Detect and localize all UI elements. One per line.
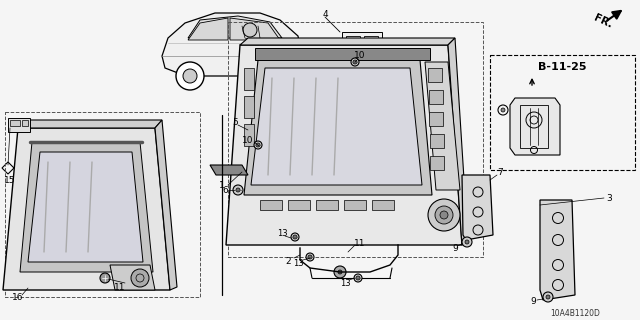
Circle shape: [233, 185, 243, 195]
Circle shape: [435, 206, 453, 224]
Text: 16: 16: [12, 293, 24, 302]
Polygon shape: [20, 142, 153, 272]
Polygon shape: [162, 13, 302, 76]
Circle shape: [256, 143, 260, 147]
Circle shape: [428, 199, 460, 231]
Bar: [8, 118, 30, 132]
Polygon shape: [210, 165, 248, 175]
Polygon shape: [510, 98, 560, 155]
Polygon shape: [448, 38, 468, 245]
Circle shape: [462, 237, 472, 247]
Circle shape: [543, 292, 553, 302]
Polygon shape: [230, 18, 280, 40]
Bar: [346, 36, 360, 56]
Circle shape: [354, 274, 362, 282]
Polygon shape: [3, 128, 170, 290]
Circle shape: [243, 23, 257, 37]
Bar: [429, 112, 443, 126]
Polygon shape: [18, 120, 162, 128]
Circle shape: [356, 276, 360, 280]
Polygon shape: [188, 18, 228, 40]
Bar: [10, 120, 20, 126]
Bar: [22, 120, 28, 126]
Text: 5: 5: [232, 117, 238, 126]
Bar: [288, 200, 310, 210]
Circle shape: [465, 240, 469, 244]
Bar: [344, 200, 366, 210]
Polygon shape: [28, 152, 143, 262]
Circle shape: [353, 60, 357, 64]
Text: B-11-25: B-11-25: [538, 62, 586, 72]
Bar: [364, 36, 378, 56]
Circle shape: [258, 62, 286, 90]
Text: 13: 13: [340, 278, 350, 287]
Bar: [430, 156, 444, 170]
Circle shape: [334, 266, 346, 278]
Text: 3: 3: [606, 194, 612, 203]
Text: 2: 2: [285, 258, 291, 267]
Circle shape: [501, 108, 505, 112]
Bar: [490, 55, 635, 170]
Circle shape: [293, 235, 297, 239]
Text: 7: 7: [497, 167, 503, 177]
Circle shape: [265, 69, 279, 83]
Circle shape: [351, 58, 359, 66]
Bar: [316, 200, 338, 210]
Text: 10: 10: [355, 51, 365, 60]
Bar: [260, 200, 282, 210]
Polygon shape: [226, 45, 462, 245]
Circle shape: [176, 62, 204, 90]
Polygon shape: [188, 16, 282, 38]
Bar: [244, 124, 254, 146]
Circle shape: [236, 188, 240, 192]
Bar: [255, 48, 430, 60]
Text: 11: 11: [355, 238, 365, 247]
Polygon shape: [110, 265, 155, 290]
Circle shape: [306, 253, 314, 261]
Polygon shape: [155, 120, 177, 290]
Bar: [244, 96, 254, 118]
Circle shape: [338, 270, 342, 274]
Text: 9: 9: [452, 244, 458, 252]
Bar: [429, 134, 444, 148]
Bar: [5, 112, 200, 297]
Text: 1: 1: [219, 180, 225, 189]
Circle shape: [183, 69, 197, 83]
Bar: [428, 68, 442, 82]
Polygon shape: [540, 200, 575, 300]
Text: 10A4B1120D: 10A4B1120D: [550, 308, 600, 317]
Bar: [228, 22, 483, 257]
Bar: [372, 200, 394, 210]
Polygon shape: [462, 175, 493, 240]
Circle shape: [440, 211, 448, 219]
Circle shape: [131, 269, 149, 287]
Text: 13: 13: [292, 259, 303, 268]
Circle shape: [254, 141, 262, 149]
Text: 6: 6: [222, 186, 228, 195]
Bar: [342, 32, 382, 60]
Polygon shape: [425, 62, 460, 190]
Polygon shape: [244, 60, 432, 195]
Text: 9: 9: [530, 298, 536, 307]
Bar: [429, 90, 442, 104]
Text: 4: 4: [322, 10, 328, 19]
Text: 11: 11: [115, 283, 125, 292]
Circle shape: [100, 273, 110, 283]
Circle shape: [308, 255, 312, 259]
Text: 13: 13: [276, 228, 287, 237]
Text: 10: 10: [243, 135, 253, 145]
Polygon shape: [251, 68, 422, 185]
Text: 15: 15: [4, 175, 16, 185]
Bar: [244, 68, 254, 90]
Circle shape: [291, 233, 299, 241]
Circle shape: [546, 295, 550, 299]
Text: FR.: FR.: [592, 12, 614, 30]
Polygon shape: [240, 38, 455, 45]
